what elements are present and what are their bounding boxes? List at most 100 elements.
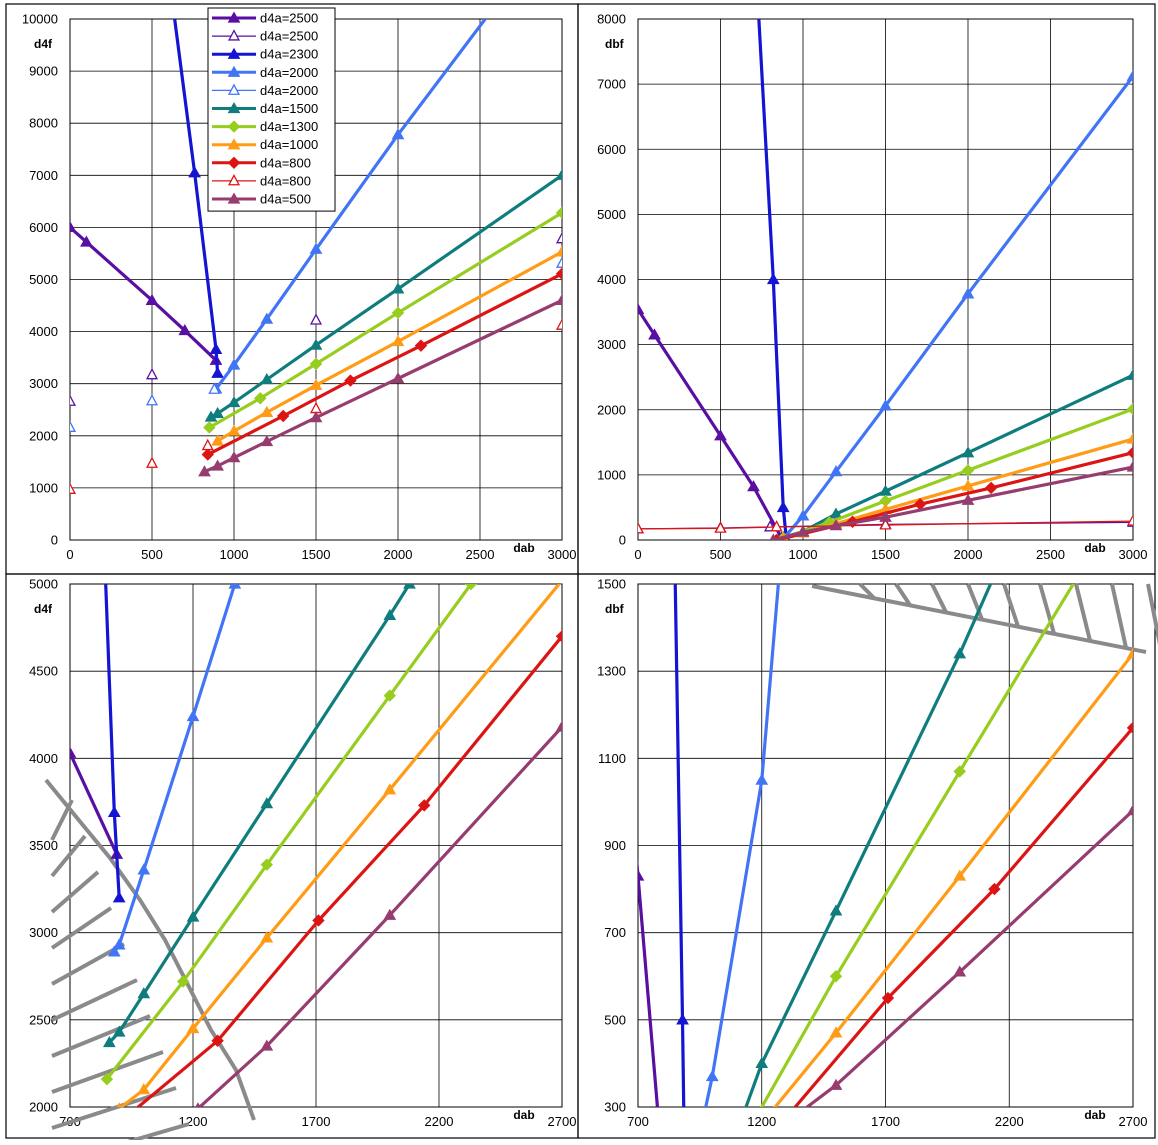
y-tick-label: 9000 [29, 64, 58, 79]
series-d4a-2500 [70, 746, 124, 859]
series-line [173, 19, 220, 374]
y-tick-label: 10000 [22, 12, 58, 27]
data-point [260, 405, 274, 417]
chart-panel-1: 0 500 1000 1500 2000 2500 3000 0 1000 2000 3000 400… [5, 3, 579, 575]
data-point [953, 869, 967, 881]
data-point [796, 525, 810, 537]
series-d4a-2300 [104, 584, 126, 903]
data-point [145, 456, 159, 468]
data-point [953, 965, 967, 977]
x-tick-label: 1000 [789, 547, 818, 562]
hatch-stroke [1146, 583, 1158, 645]
data-point [555, 720, 562, 732]
data-point [676, 1013, 689, 1025]
data-point [953, 765, 966, 778]
legend-item: d4a=1300 [212, 119, 318, 134]
series-line [793, 726, 1133, 1107]
plot-area [69, 583, 563, 1108]
x-tick-label: 1700 [871, 1114, 900, 1129]
x-tick-label: 700 [627, 1114, 649, 1129]
x-axis-label: dab [513, 1108, 534, 1122]
data-point [80, 235, 93, 247]
x-axis-label: dab [513, 541, 534, 555]
grid [637, 583, 1134, 1108]
x-tick-label: 2200 [425, 1114, 454, 1129]
legend-item: d4a=500 [212, 192, 311, 207]
data-point [260, 312, 274, 324]
data-point [211, 459, 224, 471]
legend-item: d4a=800 [212, 173, 311, 188]
series-d4a-500 [769, 460, 1133, 540]
x-tick-label: 3000 [548, 547, 577, 562]
hatch-stroke [50, 834, 87, 878]
data-point [829, 1078, 843, 1090]
data-point [766, 272, 780, 285]
data-point [383, 608, 397, 621]
y-tick-label: 8000 [29, 116, 58, 131]
data-point [418, 799, 431, 812]
x-tick-label: 2500 [466, 547, 495, 562]
series-d4a-2500 [70, 231, 562, 406]
data-point [881, 991, 895, 1005]
y-tick-label: 2000 [29, 1100, 58, 1115]
x-tick-label: 0 [66, 547, 73, 562]
panel-frame [5, 573, 579, 1139]
data-point [638, 302, 645, 315]
hatch-stroke [50, 799, 74, 841]
plot-area [637, 583, 1134, 1108]
series-line [804, 809, 1133, 1107]
legend: d4a=2500 d4a=2500 d4a=2300 d4a=2000 d4a=2000… [207, 7, 336, 212]
panel-frame [577, 3, 1156, 575]
data-point [188, 166, 202, 178]
legend-marker [227, 156, 241, 170]
data-point [112, 938, 126, 950]
y-tick-label: 1100 [598, 751, 626, 766]
hatch-stroke [966, 583, 984, 621]
series-line [757, 19, 789, 540]
legend-label: d4a=2500 [260, 29, 318, 44]
grid [637, 18, 1134, 541]
data-point [260, 931, 274, 943]
data-point [391, 306, 405, 320]
data-point [112, 1025, 126, 1037]
data-point [107, 945, 121, 957]
data-point [1126, 368, 1133, 380]
series-d4a-2300 [173, 19, 224, 378]
data-point [186, 709, 200, 722]
series-d4a-1300 [203, 206, 562, 434]
x-tick-label: 1000 [220, 547, 249, 562]
legend-label: d4a=2000 [260, 83, 318, 98]
data-point [1126, 647, 1133, 659]
data-point [227, 395, 241, 408]
series-d4a-800 [135, 630, 562, 1107]
y-tick-label: 6000 [597, 142, 626, 157]
panel-frame [577, 573, 1156, 1139]
data-point [555, 267, 562, 280]
data-point [829, 904, 843, 916]
data-point [70, 394, 77, 406]
series-d4a-800 [770, 446, 1133, 540]
y-tick-label: 1300 [597, 664, 626, 679]
series-line [105, 584, 473, 1081]
legend-label: d4a=2300 [260, 47, 318, 62]
data-point [116, 1102, 122, 1107]
data-point [555, 318, 562, 330]
legend-item: d4a=2000 [212, 83, 318, 98]
data-point [209, 342, 223, 354]
data-point [383, 689, 397, 702]
series-d4a-2500 [638, 857, 660, 1107]
legend-label: d4a=800 [260, 173, 311, 188]
data-point [391, 334, 405, 347]
data-point [648, 328, 661, 340]
data-point [260, 1039, 274, 1051]
data-point [391, 282, 405, 294]
data-point [879, 399, 892, 411]
data-point [1126, 402, 1133, 416]
data-point [555, 206, 562, 220]
x-tick-label: 500 [141, 547, 163, 562]
data-point [211, 366, 224, 378]
y-tick-label: 3000 [597, 337, 626, 352]
x-tick-label: 1500 [871, 547, 900, 562]
data-point [391, 128, 405, 140]
